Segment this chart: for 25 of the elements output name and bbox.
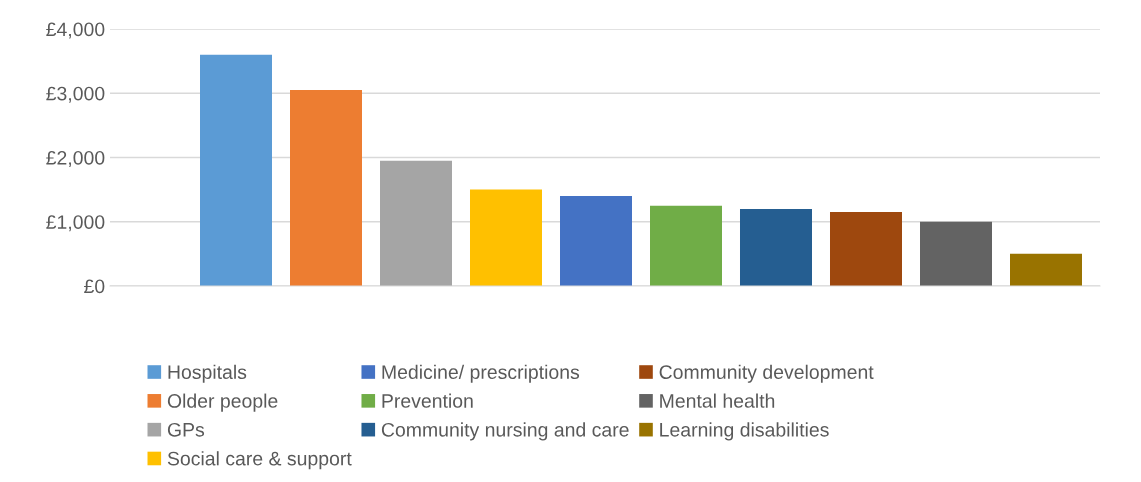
- legend-label: Community nursing and care: [381, 422, 629, 441]
- y-tick-label: £2,000: [46, 150, 105, 168]
- bar: [200, 54, 272, 286]
- legend-label: Learning disabilities: [660, 422, 829, 441]
- legend-label: Prevention: [382, 393, 473, 408]
- legend-label: Hospitals: [168, 364, 247, 383]
- legend-label: Medicine/ prescriptions: [382, 364, 580, 383]
- bar: [380, 160, 452, 286]
- y-tick-label: £0: [84, 279, 105, 294]
- bar: [290, 90, 362, 286]
- legend-label: Mental health: [660, 393, 775, 408]
- y-tick-label: £4,000: [46, 22, 105, 39]
- y-tick-label: £3,000: [46, 86, 105, 103]
- bar: [740, 208, 812, 286]
- bar: [1010, 253, 1082, 286]
- bar: [830, 212, 902, 286]
- bar: [560, 196, 632, 286]
- y-tick-label: £1,000: [46, 215, 105, 232]
- bar: [920, 221, 992, 286]
- legend-label: Community development: [659, 364, 874, 383]
- bar: [470, 189, 542, 286]
- legend-label: GPs: [167, 422, 205, 437]
- legend-label: Social care & support: [167, 451, 352, 470]
- legend-label: Older people: [167, 393, 278, 412]
- bar: [650, 205, 722, 286]
